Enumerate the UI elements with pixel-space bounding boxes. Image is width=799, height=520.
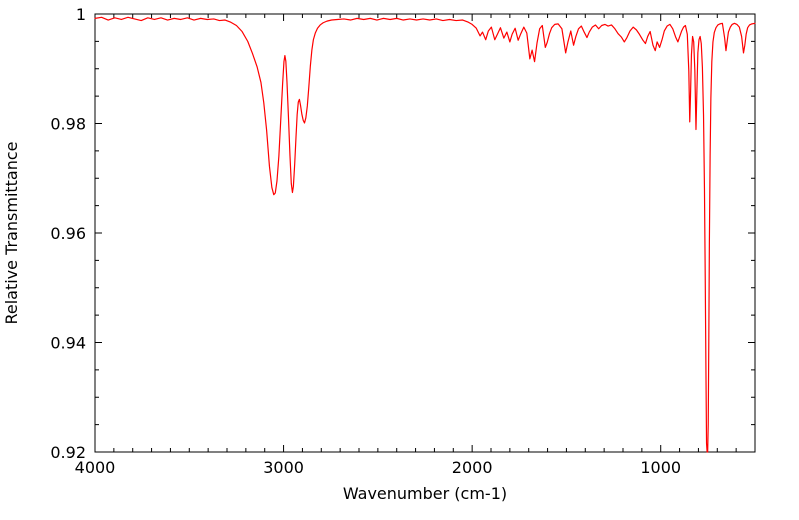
y-tick-label: 0.92 xyxy=(50,443,86,462)
plot-border xyxy=(94,13,756,453)
x-tick-label: 1000 xyxy=(640,458,681,477)
plot-frame xyxy=(94,13,756,453)
y-tick-label: 0.94 xyxy=(50,334,86,353)
x-tick-label: 2000 xyxy=(452,458,493,477)
x-tick-label: 4000 xyxy=(75,458,116,477)
tick-labels: 4000 3000 2000 1000 1 0.98 0.96 0.94 0.92 xyxy=(50,5,681,477)
x-axis-label: Wavenumber (cm-1) xyxy=(343,484,507,503)
tick-marks xyxy=(94,13,756,453)
chart-layers: 4000 3000 2000 1000 1 0.98 0.96 0.94 0.92 xyxy=(50,5,756,477)
x-tick-label: 3000 xyxy=(263,458,304,477)
series xyxy=(94,16,756,453)
y-tick-label: 0.96 xyxy=(50,224,86,243)
y-tick-label: 0.98 xyxy=(50,115,86,134)
y-axis-label: Relative Transmittance xyxy=(2,141,21,324)
spectrum-line xyxy=(94,16,756,453)
y-tick-label: 1 xyxy=(76,5,86,24)
